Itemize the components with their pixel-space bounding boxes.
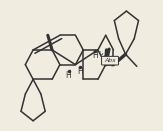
FancyBboxPatch shape <box>102 56 119 65</box>
Text: Abs: Abs <box>104 58 116 63</box>
Text: H: H <box>66 70 71 80</box>
Text: H: H <box>92 51 98 60</box>
Text: H: H <box>77 67 83 76</box>
